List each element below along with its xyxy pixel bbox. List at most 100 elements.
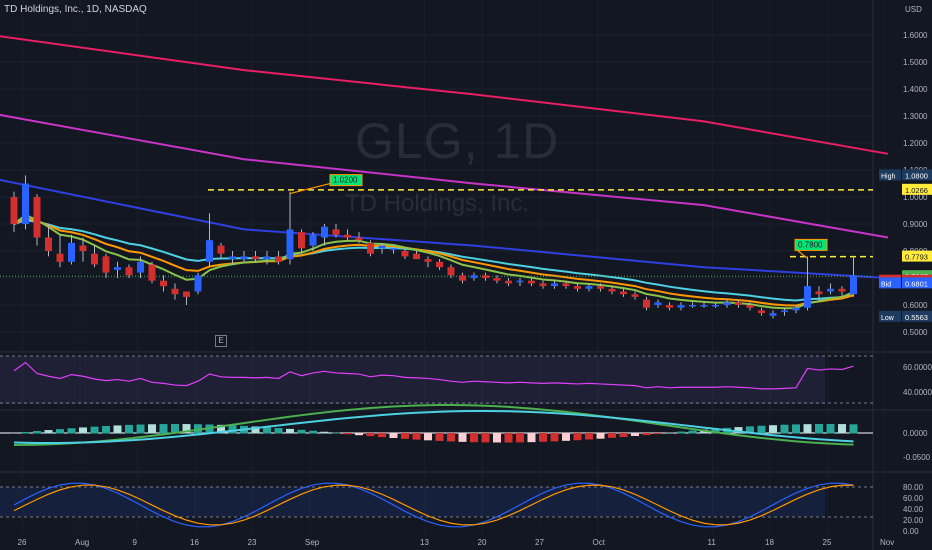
price-label-box	[902, 183, 932, 195]
stoch-tick-label: 0.00	[903, 527, 919, 536]
candle-body	[551, 283, 558, 287]
candle-body	[677, 305, 685, 308]
candle-body	[321, 226, 328, 238]
macd-histogram-bar	[746, 426, 754, 434]
x-tick-label: 23	[248, 538, 257, 547]
macd-histogram-bar	[332, 432, 340, 434]
candle-body	[183, 291, 190, 297]
candle-body	[459, 275, 466, 281]
candle-body	[815, 291, 823, 295]
x-tick-label: 18	[765, 538, 774, 547]
stoch-k-line	[13, 482, 854, 528]
price-label-tag	[879, 310, 901, 322]
moving-average-line	[0, 35, 889, 155]
candle-body	[666, 305, 673, 308]
price-label-name: Low	[881, 315, 895, 322]
candle-body	[528, 280, 535, 284]
x-tick-label: Nov	[880, 538, 894, 547]
annotation-leader	[289, 183, 331, 195]
candle-body	[22, 183, 29, 224]
annotation-label: 0.7800	[798, 240, 823, 249]
macd-histogram-bar	[757, 425, 766, 434]
candle-body	[436, 261, 443, 268]
candle-body	[378, 245, 386, 249]
stoch-d-line	[13, 484, 854, 526]
candle-body	[597, 286, 604, 289]
candle-body	[758, 310, 765, 314]
macd-histogram-bar	[263, 427, 271, 434]
x-tick-label: 9	[133, 538, 138, 547]
macd-histogram-bar	[309, 430, 317, 434]
candle-body	[125, 267, 133, 276]
macd-histogram-bar	[838, 424, 846, 434]
macd-histogram-bar	[596, 433, 605, 439]
macd-histogram-bar	[228, 425, 237, 434]
macd-histogram-bar	[274, 428, 283, 434]
candle-body	[700, 305, 708, 307]
price-label-name: Bid	[881, 281, 891, 288]
candle-body	[482, 275, 489, 278]
macd-histogram-bar	[102, 426, 110, 434]
macd-histogram-bar	[769, 425, 777, 434]
candle-body	[91, 253, 98, 265]
candle-body	[539, 283, 547, 287]
x-tick-label: 27	[535, 538, 544, 547]
earnings-flag-icon[interactable]: E	[215, 335, 227, 347]
annotation-label: 1.0200	[333, 176, 358, 185]
macd-histogram-bar	[803, 424, 812, 434]
candle-body	[194, 275, 202, 292]
y-tick-label: 1.3000	[903, 112, 928, 121]
candle-body	[355, 237, 363, 241]
macd-histogram-bar	[688, 430, 697, 434]
candle-body	[493, 278, 501, 281]
chart-title: TD Holdings, Inc., 1D, NASDAQ	[4, 4, 147, 15]
rsi-line	[13, 361, 854, 390]
macd-histogram-bar	[665, 432, 674, 434]
y-tick-label: 0.6000	[903, 301, 928, 310]
candle-body	[344, 234, 351, 238]
candle-body	[137, 261, 144, 273]
macd-histogram-bar	[481, 433, 490, 443]
price-label-tag	[879, 169, 901, 181]
macd-histogram-bar	[171, 424, 179, 434]
macd-histogram-bar	[67, 428, 76, 434]
ema-ribbon-line	[13, 217, 854, 307]
candle-body	[298, 232, 305, 249]
macd-histogram-bar	[33, 431, 41, 434]
stoch-tick-label: 20.00	[903, 516, 924, 525]
stoch-tick-label: 80.00	[903, 483, 924, 492]
x-tick-label: Oct	[593, 538, 606, 547]
macd-histogram-bar	[389, 433, 398, 439]
macd-histogram-bar	[516, 433, 524, 443]
macd-histogram-bar	[642, 433, 651, 436]
candle-body	[68, 242, 75, 262]
price-label-value: 1.0800	[905, 171, 928, 180]
macd-histogram-bar	[343, 433, 352, 435]
price-label-box	[902, 169, 932, 181]
macd-histogram-bar	[573, 433, 582, 441]
candle-body	[838, 288, 846, 292]
candle-body	[10, 197, 18, 224]
macd-histogram-bar	[619, 433, 628, 437]
candle-body	[33, 197, 41, 238]
candle-body	[56, 253, 64, 262]
annotation-box	[329, 174, 363, 187]
macd-histogram-bar	[297, 429, 306, 434]
rsi-tick-label: 40.0000	[903, 388, 932, 397]
macd-histogram-bar	[320, 431, 329, 434]
macd-histogram-bar	[677, 431, 685, 434]
macd-histogram-bar	[217, 424, 225, 434]
candle-body	[206, 240, 213, 262]
y-tick-label: 0.9000	[903, 220, 928, 229]
macd-histogram-bar	[378, 433, 386, 438]
candle-body	[45, 237, 52, 251]
candle-body	[367, 242, 374, 254]
candle-body	[217, 245, 225, 254]
price-label-tag	[879, 277, 901, 289]
y-tick-label: 1.2000	[903, 139, 928, 148]
macd-histogram-bar	[435, 433, 444, 441]
candle-body	[332, 229, 340, 235]
y-tick-label: 1.0000	[903, 193, 928, 202]
candle-body	[171, 288, 179, 295]
